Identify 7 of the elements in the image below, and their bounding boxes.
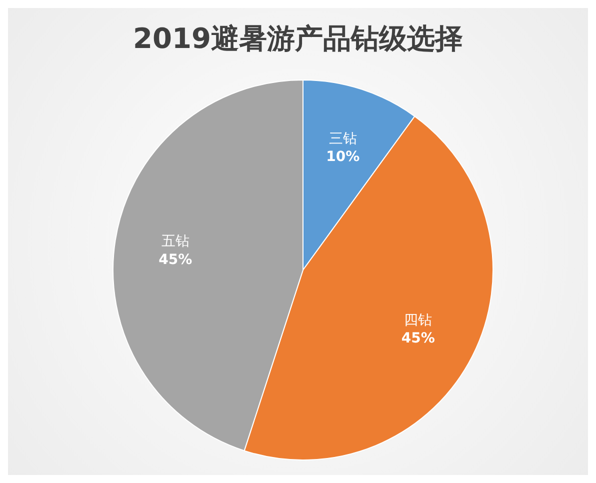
slice-label: 三钻 <box>328 130 357 147</box>
data-label: 45% <box>401 330 435 347</box>
chart-title: 2019避暑游产品钻级选择 <box>132 21 464 57</box>
data-label: 45% <box>158 252 192 268</box>
slice-label: 五钻 <box>161 234 190 250</box>
data-label: 10% <box>326 149 360 166</box>
slice-label: 四钻 <box>404 312 432 328</box>
